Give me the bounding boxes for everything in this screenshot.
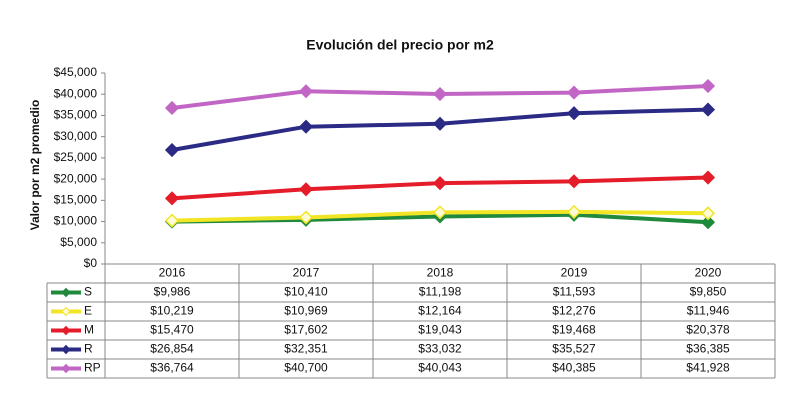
point-marker bbox=[164, 191, 180, 206]
legend-label: M bbox=[84, 323, 94, 337]
point-marker bbox=[700, 206, 716, 221]
table-value: $36,385 bbox=[686, 342, 730, 356]
table-value: $40,043 bbox=[418, 361, 462, 375]
y-tick-label: $10,000 bbox=[54, 214, 98, 228]
y-tick-label: $0 bbox=[84, 256, 98, 270]
point-marker bbox=[164, 100, 180, 116]
y-tick-label: $40,000 bbox=[54, 86, 98, 100]
table-value: $11,593 bbox=[553, 285, 596, 299]
table-value: $40,700 bbox=[284, 361, 328, 375]
x-tick-label: 2017 bbox=[293, 266, 320, 280]
legend-marker bbox=[61, 363, 71, 374]
table-value: $26,854 bbox=[150, 342, 194, 356]
y-tick-label: $15,000 bbox=[54, 193, 98, 207]
point-marker bbox=[298, 182, 314, 197]
point-marker bbox=[700, 215, 716, 230]
y-tick-label: $25,000 bbox=[54, 150, 98, 164]
point-marker bbox=[298, 84, 314, 99]
table-value: $10,219 bbox=[150, 304, 194, 318]
x-tick-label: 2020 bbox=[695, 266, 722, 280]
legend-marker bbox=[61, 287, 71, 298]
table-value: $9,850 bbox=[690, 285, 727, 299]
table-value: $35,527 bbox=[552, 342, 596, 356]
chart-title: Evolución del precio por m2 bbox=[306, 37, 494, 53]
x-tick-label: 2018 bbox=[427, 266, 454, 280]
table-value: $11,198 bbox=[419, 285, 462, 299]
table-value: $36,764 bbox=[150, 361, 194, 375]
x-tick-label: 2016 bbox=[159, 266, 186, 280]
legend-label: S bbox=[84, 285, 92, 299]
x-tick-label: 2019 bbox=[561, 266, 588, 280]
point-marker bbox=[298, 210, 314, 225]
legend-label: RP bbox=[84, 361, 101, 375]
table-value: $12,276 bbox=[552, 304, 596, 318]
y-tick-label: $20,000 bbox=[54, 171, 98, 185]
table-value: $41,928 bbox=[686, 361, 730, 375]
y-tick-label: $45,000 bbox=[54, 65, 98, 79]
point-marker bbox=[566, 85, 582, 100]
table-value: $40,385 bbox=[552, 361, 596, 375]
point-marker bbox=[566, 174, 582, 189]
point-marker bbox=[164, 142, 180, 158]
point-marker bbox=[164, 213, 180, 228]
point-marker bbox=[700, 78, 716, 94]
table-value: $17,602 bbox=[284, 323, 328, 337]
y-tick-label: $35,000 bbox=[54, 108, 98, 122]
legend-marker bbox=[61, 306, 71, 317]
point-marker bbox=[566, 204, 582, 219]
table-value: $10,410 bbox=[284, 285, 328, 299]
table-value: $15,470 bbox=[150, 323, 194, 337]
point-marker bbox=[700, 102, 716, 117]
y-tick-label: $30,000 bbox=[54, 129, 98, 143]
table-value: $12,164 bbox=[418, 304, 462, 318]
point-marker bbox=[432, 86, 448, 102]
table-value: $10,969 bbox=[284, 304, 328, 318]
point-marker bbox=[566, 106, 582, 121]
y-axis-label: Valor por m2 promedio bbox=[28, 100, 42, 231]
table-value: $19,043 bbox=[418, 323, 462, 337]
table-value: $32,351 bbox=[284, 342, 328, 356]
legend-label: R bbox=[84, 342, 93, 356]
y-tick-label: $5,000 bbox=[60, 235, 97, 249]
legend-label: E bbox=[84, 304, 92, 318]
table-value: $9,986 bbox=[154, 285, 191, 299]
legend-marker bbox=[61, 344, 71, 355]
table-value: $11,946 bbox=[687, 304, 730, 318]
table-value: $20,378 bbox=[686, 323, 730, 337]
point-marker bbox=[432, 176, 448, 191]
table-value: $19,468 bbox=[552, 323, 596, 337]
point-marker bbox=[700, 170, 716, 185]
point-marker bbox=[432, 116, 448, 131]
point-marker bbox=[432, 205, 448, 220]
point-marker bbox=[298, 119, 314, 134]
legend-marker bbox=[61, 325, 71, 336]
table-value: $33,032 bbox=[418, 342, 462, 356]
